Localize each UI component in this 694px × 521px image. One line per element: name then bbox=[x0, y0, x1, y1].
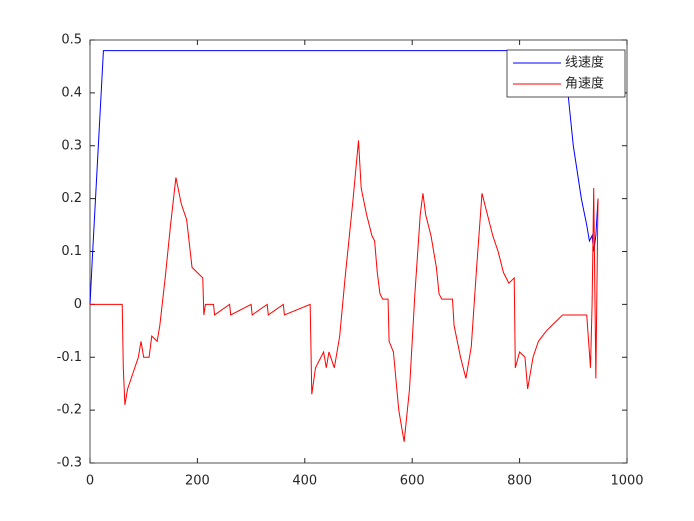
x-tick-label: 1000 bbox=[610, 474, 643, 489]
y-tick-label: 0.5 bbox=[61, 33, 82, 48]
plot-area bbox=[89, 39, 628, 464]
y-tick-label: -0.2 bbox=[57, 403, 82, 418]
y-tick-label: -0.1 bbox=[57, 350, 82, 365]
legend-label: 线速度 bbox=[565, 55, 604, 71]
legend-label: 角速度 bbox=[565, 76, 604, 92]
x-tick-label: 800 bbox=[507, 474, 532, 489]
x-tick-label: 0 bbox=[86, 474, 94, 489]
y-tick-label: 0.2 bbox=[61, 191, 82, 206]
x-tick-label: 600 bbox=[400, 474, 425, 489]
data-line bbox=[90, 140, 599, 442]
y-tick-label: 0.4 bbox=[61, 85, 82, 100]
y-tick-label: -0.3 bbox=[57, 456, 82, 471]
y-tick-label: 0.1 bbox=[61, 244, 82, 259]
y-tick-label: 0.3 bbox=[61, 138, 82, 153]
y-tick-label: 0 bbox=[74, 297, 82, 312]
legend-box bbox=[506, 49, 626, 98]
x-tick-label: 400 bbox=[292, 474, 317, 489]
data-line bbox=[89, 50, 599, 305]
x-tick-label: 200 bbox=[185, 474, 210, 489]
